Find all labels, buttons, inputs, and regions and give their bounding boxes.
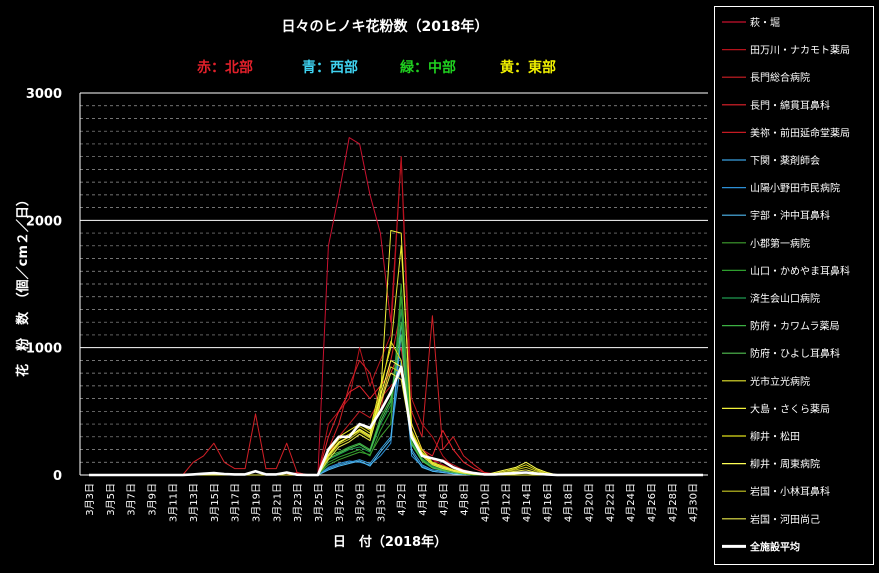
- legend-entry: 宇部・沖中耳鼻科: [750, 209, 830, 222]
- x-tick-label: 3月13日: [188, 483, 200, 522]
- x-tick-label: 3月3日: [84, 483, 96, 516]
- legend-entry: 防府・ひよし耳鼻科: [750, 347, 840, 360]
- x-tick-label: 4月24日: [625, 483, 637, 522]
- region-label: 青：西部: [302, 59, 358, 76]
- chart-title: 日々のヒノキ花粉数（2018年）: [282, 18, 489, 35]
- x-tick-label: 3月21日: [271, 483, 283, 522]
- x-tick-label: 3月15日: [209, 483, 221, 522]
- x-tick-label: 4月26日: [646, 483, 658, 522]
- x-tick-label: 4月10日: [479, 483, 491, 522]
- x-tick-label: 3月25日: [313, 483, 325, 522]
- x-tick-label: 3月9日: [146, 483, 158, 516]
- legend-entry: 柳井・周東病院: [750, 458, 820, 471]
- legend-entry: 岩国・小林耳鼻科: [750, 485, 830, 498]
- legend: 萩・堀田万川・ナカモト薬局長門総合病院長門・綿貫耳鼻科美祢・前田延命堂薬局下関・…: [722, 17, 850, 553]
- legend-entry: 田万川・ナカモト薬局: [750, 45, 850, 57]
- legend-entry: 光市立光病院: [750, 375, 810, 388]
- y-tick-labels: 0 1000 2000 3000: [26, 87, 62, 484]
- x-tick-label: 4月18日: [563, 483, 575, 522]
- legend-frame: [714, 6, 874, 565]
- legend-entry: 小郡第一病院: [750, 237, 810, 250]
- x-tick-label: 4月12日: [500, 483, 512, 522]
- y-tick-label: 2000: [26, 214, 62, 229]
- region-label: 緑：中部: [400, 59, 456, 76]
- y-tick-label: 0: [53, 469, 62, 484]
- region-labels: 赤：北部 青：西部 緑：中部 黄：東部: [197, 59, 556, 76]
- x-tick-label: 3月23日: [292, 483, 304, 522]
- legend-entry: 下関・薬剤師会: [750, 154, 820, 167]
- x-tick-label: 4月8日: [459, 483, 471, 516]
- x-tick-label: 3月19日: [251, 483, 263, 522]
- x-tick-label: 3月11日: [167, 483, 179, 522]
- x-tick-label: 4月20日: [584, 483, 596, 522]
- x-tick-label: 4月2日: [396, 483, 408, 516]
- x-tick-label: 4月4日: [417, 483, 429, 516]
- legend-entry: 長門総合病院: [750, 71, 810, 84]
- series-lines: [89, 137, 703, 477]
- x-tick-label: 4月22日: [604, 483, 616, 522]
- x-tick-label: 3月31日: [375, 483, 387, 522]
- y-tick-label: 3000: [26, 87, 62, 102]
- legend-entry: 美祢・前田延命堂薬局: [750, 126, 850, 139]
- y-axis-label: 花 粉 数 （個／cm２／日）: [15, 193, 31, 377]
- x-tick-labels: 3月3日 3月5日 3月7日 3月9日 3月11日 3月13日 3月15日 3月17日 3月19…: [84, 483, 700, 522]
- x-axis-label: 日 付（2018年）: [333, 534, 447, 550]
- legend-entry: 萩・堀: [750, 17, 780, 29]
- series-line: [89, 365, 703, 477]
- legend-entry: 岩国・河田尚己: [750, 513, 820, 526]
- legend-entry: 山陽小野田市民病院: [750, 182, 840, 195]
- x-tick-label: 4月6日: [438, 483, 450, 516]
- legend-entry: 山口・かめやま耳鼻科: [750, 264, 850, 277]
- legend-entry: 長門・綿貫耳鼻科: [750, 99, 830, 112]
- x-tick-label: 3月17日: [230, 483, 242, 522]
- x-tick-label: 3月29日: [355, 483, 367, 522]
- x-tick-label: 4月28日: [667, 483, 679, 522]
- legend-entry: 済生会山口病院: [750, 292, 820, 305]
- x-tick-label: 4月14日: [521, 483, 533, 522]
- region-label: 赤：北部: [197, 59, 253, 76]
- legend-entry: 防府・カワムラ薬局: [750, 320, 840, 333]
- legend-entry: 大島・さくら薬局: [750, 402, 830, 415]
- series-line: [89, 156, 703, 476]
- legend-entry: 全施設平均: [749, 540, 800, 553]
- x-tick-label: 3月27日: [334, 483, 346, 522]
- x-tick-label: 4月16日: [542, 483, 554, 522]
- y-tick-label: 1000: [26, 342, 62, 357]
- x-tick-label: 3月5日: [105, 483, 117, 516]
- x-tick-label: 4月30日: [688, 483, 700, 522]
- region-label: 黄：東部: [500, 59, 556, 76]
- x-tick-label: 3月7日: [126, 483, 138, 516]
- legend-entry: 柳井・松田: [750, 430, 800, 443]
